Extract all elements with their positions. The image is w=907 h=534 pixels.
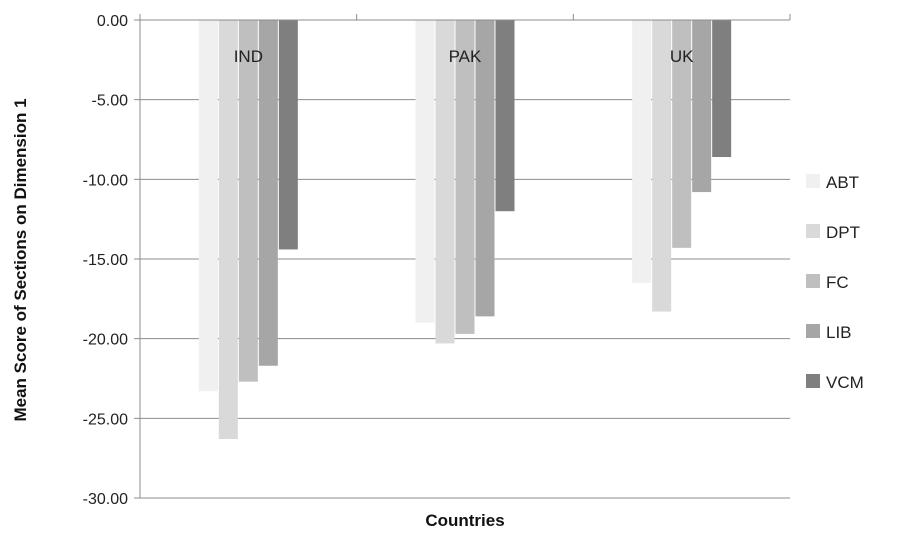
- bar-dpt-uk: [652, 20, 672, 312]
- bar-vcm-pak: [495, 20, 515, 212]
- legend: ABT DPT FC LIB VCM: [806, 173, 864, 392]
- y-tick-label: -20.00: [83, 332, 128, 349]
- legend-label-vcm: VCM: [826, 373, 864, 392]
- legend-label-fc: FC: [826, 273, 849, 292]
- y-axis-title: Mean Score of Sections on Dimension 1: [11, 98, 30, 421]
- bar-lib-uk: [692, 20, 712, 193]
- bar-dpt-ind: [218, 20, 238, 440]
- legend-label-abt: ABT: [826, 173, 859, 192]
- y-tick-label: -25.00: [83, 411, 128, 428]
- bars: [198, 20, 732, 440]
- category-label-ind: IND: [234, 47, 263, 66]
- legend-label-dpt: DPT: [826, 223, 860, 242]
- bar-abt-pak: [415, 20, 435, 323]
- legend-swatch-fc: [806, 274, 820, 288]
- bar-fc-ind: [238, 20, 258, 382]
- category-labels: IND PAK UK: [234, 47, 694, 66]
- tick-labels: 0.00 -5.00 -10.00 -15.00 -20.00 -25.00 -30.00: [83, 13, 128, 508]
- y-tick-label: -5.00: [92, 93, 129, 110]
- legend-swatch-lib: [806, 324, 820, 338]
- axes: [134, 14, 791, 499]
- bar-lib-ind: [258, 20, 278, 366]
- bar-fc-pak: [455, 20, 475, 334]
- y-tick-label: -15.00: [83, 252, 128, 269]
- bar-fc-uk: [672, 20, 692, 248]
- bar-dpt-pak: [435, 20, 455, 344]
- bar-vcm-ind: [278, 20, 298, 250]
- bar-abt-uk: [632, 20, 652, 283]
- legend-swatch-dpt: [806, 224, 820, 238]
- x-axis-title: Countries: [425, 511, 504, 529]
- y-tick-label: 0.00: [97, 13, 128, 30]
- legend-label-lib: LIB: [826, 323, 852, 342]
- category-label-uk: UK: [670, 47, 694, 66]
- y-tick-label: -10.00: [83, 172, 128, 189]
- bar-lib-pak: [475, 20, 495, 317]
- bar-vcm-uk: [712, 20, 732, 158]
- bar-abt-ind: [198, 20, 218, 392]
- legend-swatch-abt: [806, 174, 820, 188]
- y-tick-label: -30.00: [83, 491, 128, 508]
- category-label-pak: PAK: [449, 47, 482, 66]
- legend-swatch-vcm: [806, 374, 820, 388]
